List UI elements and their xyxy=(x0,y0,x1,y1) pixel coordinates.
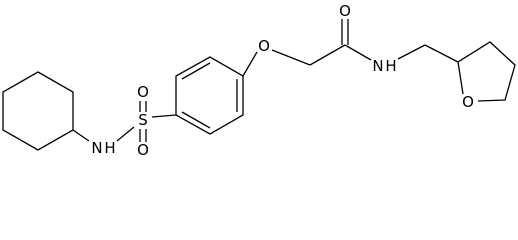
atom-label: O xyxy=(462,93,474,111)
atom-label: O xyxy=(137,83,149,101)
atom-label: N xyxy=(372,57,383,75)
bond xyxy=(271,49,311,66)
atom-label: H xyxy=(104,139,115,157)
thf-ring xyxy=(457,41,516,102)
bond xyxy=(309,44,346,66)
atom-label: O xyxy=(258,37,270,55)
bonds xyxy=(2,19,516,151)
atom-label: N xyxy=(91,139,102,157)
atom-labels: O O N H O S O O N H xyxy=(91,2,474,159)
bond xyxy=(344,44,372,61)
benzene-ring xyxy=(175,56,244,135)
atom-label: O xyxy=(137,141,149,159)
bond xyxy=(397,44,426,60)
bond xyxy=(116,126,135,142)
bond xyxy=(424,44,459,63)
bond xyxy=(72,129,90,142)
cyclohexane-ring xyxy=(2,71,74,151)
bond xyxy=(151,114,177,118)
molecule-diagram: O O N H O S O O N H xyxy=(2,2,516,159)
aromatic-bond xyxy=(181,62,211,80)
bond xyxy=(242,51,258,77)
atom-label: O xyxy=(339,2,351,20)
atom-label: S xyxy=(138,111,148,129)
aromatic-bond xyxy=(181,111,211,129)
atom-label: H xyxy=(385,57,396,75)
